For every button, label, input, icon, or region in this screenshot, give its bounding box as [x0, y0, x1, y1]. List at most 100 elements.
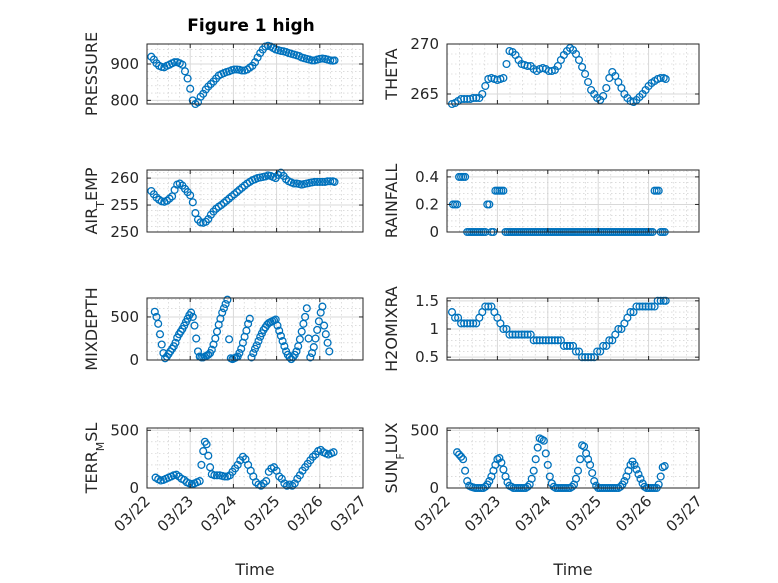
axes-frame	[146, 297, 364, 361]
data-point	[280, 479, 289, 488]
data-point	[527, 474, 536, 483]
axes-frame	[146, 427, 364, 489]
y-axis-label: THETA	[382, 48, 401, 100]
axes-frame	[446, 427, 700, 489]
data-point	[531, 455, 540, 464]
data-point	[204, 215, 213, 224]
data-point	[547, 336, 556, 345]
data-point	[529, 336, 538, 345]
data-point	[644, 302, 653, 311]
data-point	[638, 302, 647, 311]
data-point	[626, 308, 635, 317]
data-point	[587, 353, 596, 362]
data-point	[573, 466, 583, 475]
y-tick-label: 500	[410, 421, 439, 439]
data-point	[311, 334, 320, 343]
subplot-rainfall: 0 0.2 0.4 RAINFALL	[382, 164, 700, 241]
data-point	[472, 93, 481, 103]
y-tick-label: 0	[429, 479, 439, 497]
y-tick-label: 250	[110, 223, 139, 241]
data-point	[647, 302, 656, 311]
data-point	[197, 460, 206, 469]
y-tick-label: 270	[410, 35, 439, 53]
data-point	[275, 472, 284, 481]
data-point	[578, 353, 587, 362]
y-tick-label: 0.2	[415, 195, 439, 213]
data-point	[453, 200, 462, 209]
data-point	[199, 447, 208, 456]
data-point	[457, 452, 466, 461]
data-point	[460, 94, 469, 104]
data-point	[576, 455, 585, 464]
x-tick-label: 03/24	[197, 492, 240, 535]
data-point	[499, 465, 508, 474]
data-point	[249, 349, 258, 358]
data-point	[297, 327, 306, 336]
data-point	[517, 330, 526, 339]
y-axis-label: TERRMSL	[82, 423, 107, 495]
data-point	[180, 67, 190, 76]
data-point	[256, 481, 266, 490]
data-point	[186, 191, 195, 200]
data-point	[636, 474, 645, 483]
data-point	[292, 347, 301, 356]
data-point	[204, 82, 213, 91]
data-point	[210, 471, 219, 480]
data-point	[275, 326, 284, 335]
data-point	[187, 308, 196, 317]
x-tick-label: 03/23	[461, 492, 504, 535]
data-point	[499, 324, 508, 334]
data-point	[329, 448, 338, 457]
data-point	[574, 55, 584, 65]
data-point	[599, 341, 608, 350]
data-point	[634, 470, 643, 479]
data-point	[280, 342, 289, 351]
data-point	[553, 336, 562, 345]
data-point	[150, 307, 159, 316]
data-point	[183, 74, 192, 83]
y-axis-label: SUNFLUX	[382, 422, 407, 493]
data-point	[550, 336, 559, 345]
data-point	[502, 59, 511, 69]
data-point	[584, 353, 593, 362]
data-point	[171, 338, 180, 347]
data-point	[278, 337, 287, 346]
data-point	[508, 330, 517, 339]
data-point	[635, 302, 644, 311]
data-point	[230, 65, 239, 74]
y-tick-label: 255	[110, 196, 139, 214]
data-point	[276, 331, 285, 340]
data-point	[535, 336, 544, 345]
data-point	[641, 302, 650, 311]
data-point	[571, 474, 581, 483]
data-point	[237, 66, 247, 75]
data-point	[523, 330, 532, 339]
data-point	[463, 319, 472, 328]
data-point	[495, 453, 504, 463]
data-point	[244, 319, 253, 328]
y-tick-label: 1.5	[415, 292, 439, 310]
data-point	[254, 337, 263, 346]
data-point	[273, 321, 282, 330]
data-point	[155, 330, 165, 339]
data-point	[532, 336, 541, 345]
subplot-terrmsl: 0 500 03/22 03/23 03/24 03/25 03/26 03/27 Time TE…	[82, 421, 370, 579]
data-point	[481, 482, 490, 491]
data-point	[204, 451, 213, 460]
data-point	[301, 312, 310, 321]
data-point	[461, 466, 470, 475]
data-point	[588, 468, 597, 478]
data-point	[157, 340, 166, 349]
data-point	[310, 177, 319, 186]
data-point	[212, 471, 222, 480]
axes-frame	[146, 169, 364, 233]
axes-frame	[446, 43, 700, 105]
data-point	[485, 477, 494, 486]
data-point	[511, 330, 520, 339]
data-point	[571, 347, 581, 356]
data-point	[245, 314, 254, 323]
data-point	[186, 84, 195, 93]
data-point	[614, 324, 623, 334]
data-point	[232, 188, 241, 197]
